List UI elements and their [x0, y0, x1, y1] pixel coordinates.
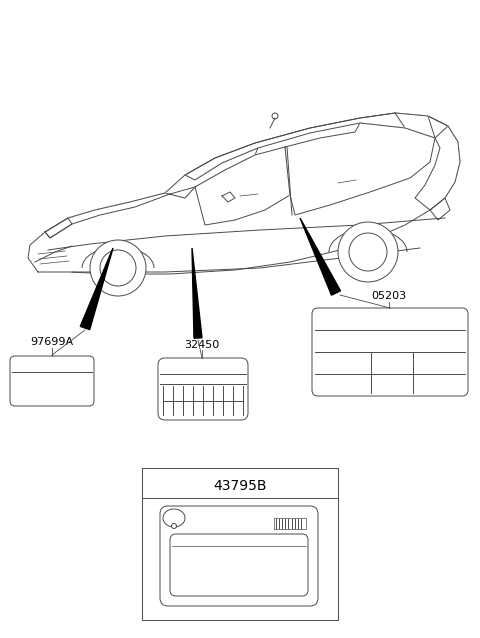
Polygon shape	[395, 113, 435, 138]
FancyBboxPatch shape	[160, 506, 318, 606]
Text: 97699A: 97699A	[30, 337, 73, 347]
FancyBboxPatch shape	[158, 358, 248, 420]
Circle shape	[338, 222, 398, 282]
Bar	[142, 468, 338, 620]
Polygon shape	[80, 248, 113, 330]
FancyBboxPatch shape	[170, 534, 308, 596]
Circle shape	[171, 524, 177, 528]
Polygon shape	[415, 126, 460, 210]
Polygon shape	[300, 218, 340, 295]
Text: 32450: 32450	[184, 340, 220, 350]
Polygon shape	[222, 192, 235, 202]
Circle shape	[90, 240, 146, 296]
Bar	[274, 518, 306, 529]
Text: 05203: 05203	[372, 291, 407, 301]
Polygon shape	[165, 148, 258, 198]
Polygon shape	[195, 147, 290, 225]
Text: 43795B: 43795B	[213, 479, 267, 493]
Polygon shape	[192, 248, 202, 338]
Polygon shape	[285, 123, 435, 215]
FancyBboxPatch shape	[10, 356, 94, 406]
FancyBboxPatch shape	[312, 308, 468, 396]
Polygon shape	[45, 187, 195, 238]
